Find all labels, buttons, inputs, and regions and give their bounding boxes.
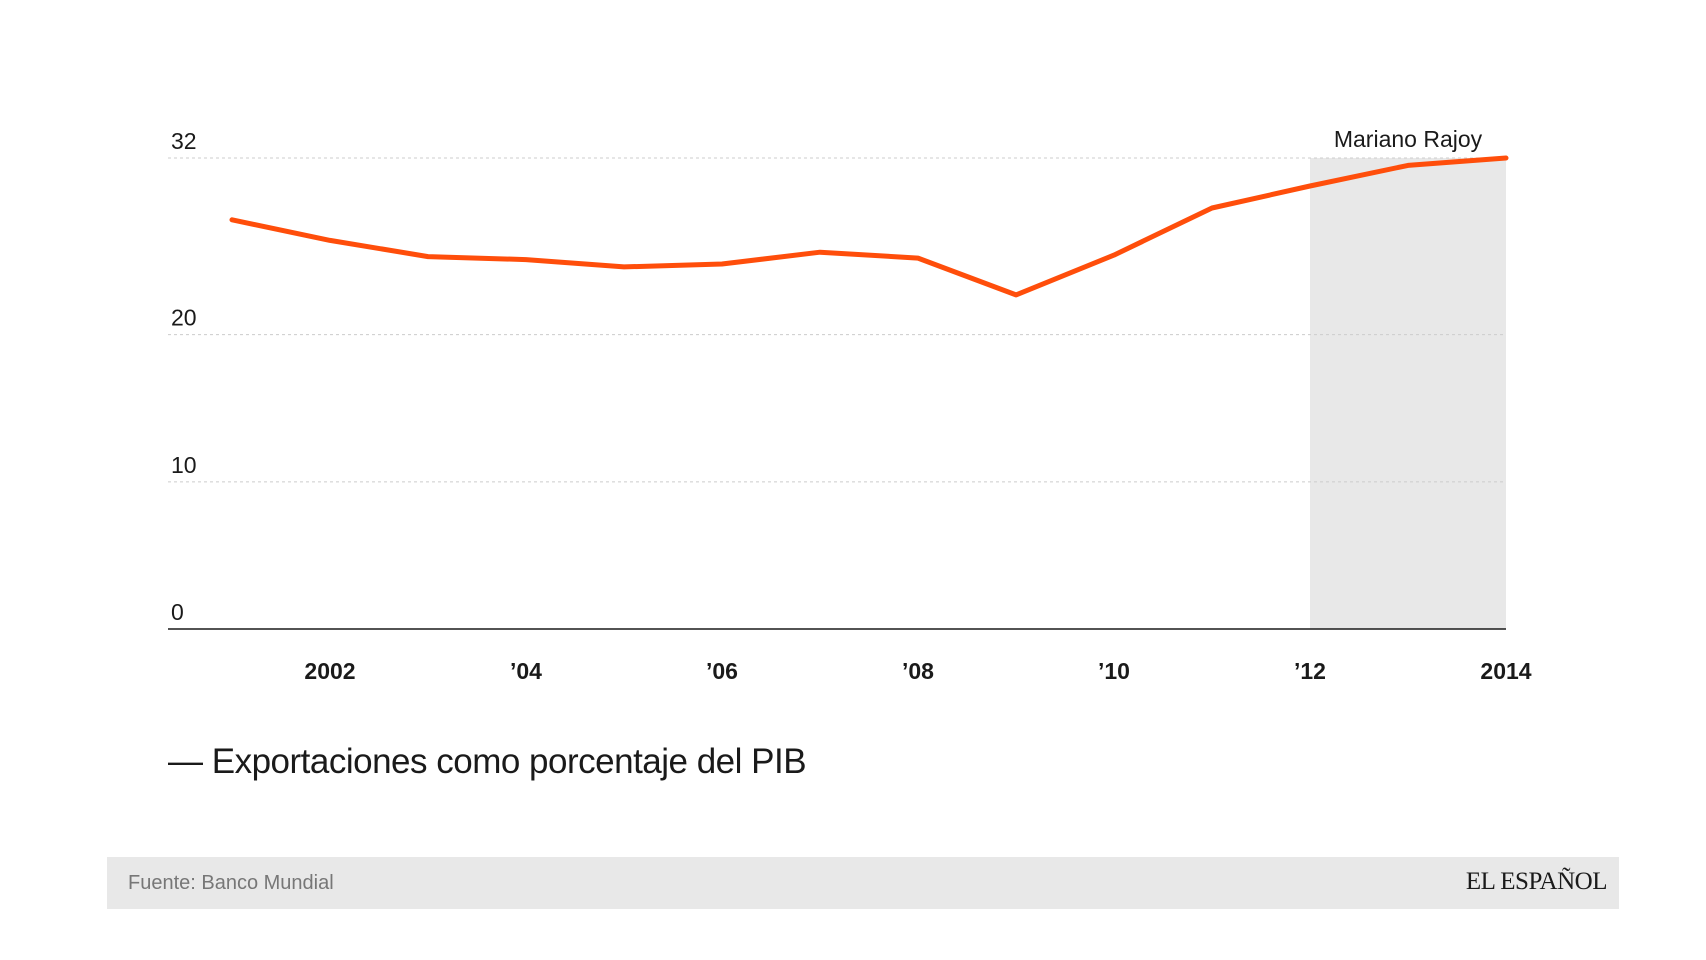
publisher-logo: EL ESPAÑOL xyxy=(1465,868,1608,895)
shaded-period-label: Mariano Rajoy xyxy=(1334,126,1483,152)
x-tick-label: ’10 xyxy=(1098,658,1130,684)
y-axis-ticks: 0 10 20 32 xyxy=(171,128,197,625)
x-axis-ticks: 2002 ’04 ’06 ’08 ’10 ’12 2014 xyxy=(304,658,1531,684)
x-tick-label: 2014 xyxy=(1480,658,1531,684)
line-chart: 0 10 20 32 2002 ’04 ’06 ’08 ’10 ’12 2014 Mariano … xyxy=(168,126,1532,684)
series-layer xyxy=(229,155,1509,298)
shaded-period-layer xyxy=(1310,158,1506,629)
x-tick-label: ’12 xyxy=(1294,658,1326,684)
y-tick-label: 0 xyxy=(171,599,184,625)
annotation-layer: Mariano Rajoy xyxy=(1334,126,1483,152)
y-tick-label: 32 xyxy=(171,128,197,154)
gridlines xyxy=(168,157,1506,630)
x-tick-label: ’06 xyxy=(706,658,738,684)
source-note: Fuente: Banco Mundial xyxy=(128,872,334,894)
y-tick-label: 10 xyxy=(171,452,197,478)
x-tick-label: ’08 xyxy=(902,658,934,684)
y-tick-label: 20 xyxy=(171,305,197,331)
legend-entry: — Exportaciones como porcentaje del PIB xyxy=(168,742,807,781)
series-line xyxy=(229,155,1509,298)
x-tick-label: ’04 xyxy=(510,658,542,684)
footer-bar: Fuente: Banco Mundial EL ESPAÑOL xyxy=(107,857,1619,909)
x-tick-label: 2002 xyxy=(304,658,355,684)
shaded-period-rect xyxy=(1310,158,1506,629)
